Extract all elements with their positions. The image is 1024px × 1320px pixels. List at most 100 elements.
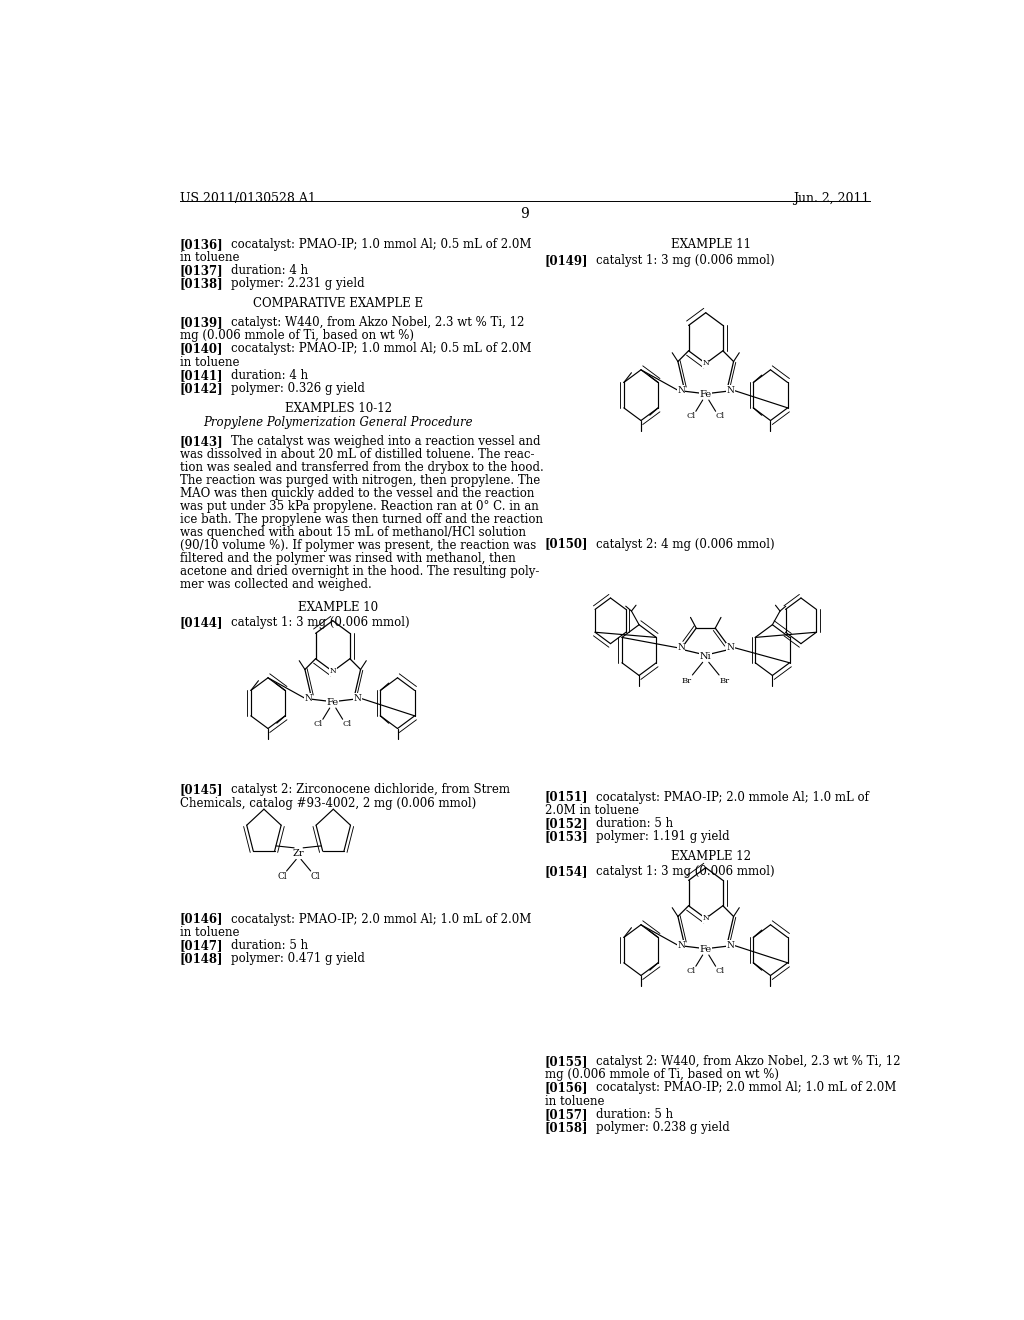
Text: N: N [727,643,734,652]
Text: mg (0.006 mmole of Ti, based on wt %): mg (0.006 mmole of Ti, based on wt %) [545,1068,778,1081]
Text: Fe: Fe [699,389,712,399]
Text: [0146]: [0146] [179,912,223,925]
Text: tion was sealed and transferred from the drybox to the hood.: tion was sealed and transferred from the… [179,461,544,474]
Text: [0157]: [0157] [545,1107,588,1121]
Text: Cl: Cl [687,968,696,975]
Text: [0147]: [0147] [179,939,223,952]
Text: N: N [353,694,361,702]
Text: filtered and the polymer was rinsed with methanol, then: filtered and the polymer was rinsed with… [179,552,515,565]
Text: [0154]: [0154] [545,865,588,878]
Text: duration: 5 h: duration: 5 h [596,1107,674,1121]
Text: cocatalyst: PMAO-IP; 1.0 mmol Al; 0.5 mL of 2.0M: cocatalyst: PMAO-IP; 1.0 mmol Al; 0.5 mL… [231,342,531,355]
Text: [0148]: [0148] [179,952,223,965]
Text: catalyst 2: 4 mg (0.006 mmol): catalyst 2: 4 mg (0.006 mmol) [596,537,775,550]
Text: [0136]: [0136] [179,238,223,251]
Text: acetone and dried overnight in the hood. The resulting poly-: acetone and dried overnight in the hood.… [179,565,539,578]
Text: 2.0M in toluene: 2.0M in toluene [545,804,639,817]
Text: (90/10 volume %). If polymer was present, the reaction was: (90/10 volume %). If polymer was present… [179,539,536,552]
Text: N: N [330,668,336,676]
Text: N: N [702,915,709,923]
Text: Cl: Cl [716,968,725,975]
Text: [0140]: [0140] [179,342,223,355]
Text: Cl: Cl [687,412,696,420]
Text: Fe: Fe [327,698,339,706]
Text: EXAMPLE 11: EXAMPLE 11 [672,238,752,251]
Text: cocatalyst: PMAO-IP; 2.0 mmol Al; 1.0 mL of 2.0M: cocatalyst: PMAO-IP; 2.0 mmol Al; 1.0 mL… [596,1081,897,1094]
Text: 9: 9 [520,207,529,222]
Text: The catalyst was weighed into a reaction vessel and: The catalyst was weighed into a reaction… [231,434,541,447]
Text: was quenched with about 15 mL of methanol/HCl solution: was quenched with about 15 mL of methano… [179,525,525,539]
Text: [0144]: [0144] [179,615,223,628]
Text: Br: Br [682,677,692,685]
Text: Cl: Cl [310,873,321,882]
Text: COMPARATIVE EXAMPLE E: COMPARATIVE EXAMPLE E [253,297,423,310]
Text: cocatalyst: PMAO-IP; 1.0 mmol Al; 0.5 mL of 2.0M: cocatalyst: PMAO-IP; 1.0 mmol Al; 0.5 mL… [231,238,531,251]
Text: polymer: 2.231 g yield: polymer: 2.231 g yield [231,277,365,290]
Text: Cl: Cl [278,873,287,882]
Text: [0149]: [0149] [545,253,588,267]
Text: [0158]: [0158] [545,1121,588,1134]
Text: polymer: 0.326 g yield: polymer: 0.326 g yield [231,381,365,395]
Text: was dissolved in about 20 mL of distilled toluene. The reac-: was dissolved in about 20 mL of distille… [179,447,535,461]
Text: N: N [702,359,709,367]
Text: N: N [677,643,685,652]
Text: polymer: 0.471 g yield: polymer: 0.471 g yield [231,952,365,965]
Text: catalyst 1: 3 mg (0.006 mmol): catalyst 1: 3 mg (0.006 mmol) [596,865,775,878]
Text: [0141]: [0141] [179,368,223,381]
Text: [0152]: [0152] [545,817,588,830]
Text: cocatalyst: PMAO-IP; 2.0 mmole Al; 1.0 mL of: cocatalyst: PMAO-IP; 2.0 mmole Al; 1.0 m… [596,791,869,804]
Text: in toluene: in toluene [545,1094,604,1107]
Text: N: N [304,694,312,702]
Text: [0138]: [0138] [179,277,223,290]
Text: duration: 5 h: duration: 5 h [596,817,674,830]
Text: [0139]: [0139] [179,315,223,329]
Text: Zr: Zr [293,849,304,858]
Text: US 2011/0130528 A1: US 2011/0130528 A1 [179,191,315,205]
Text: catalyst 2: Zirconocene dichloride, from Strem: catalyst 2: Zirconocene dichloride, from… [231,784,510,796]
Text: in toluene: in toluene [179,251,239,264]
Text: Cl: Cl [716,412,725,420]
Text: duration: 5 h: duration: 5 h [231,939,308,952]
Text: mg (0.006 mmole of Ti, based on wt %): mg (0.006 mmole of Ti, based on wt %) [179,329,414,342]
Text: [0156]: [0156] [545,1081,588,1094]
Text: N: N [727,385,734,395]
Text: Br: Br [720,677,730,685]
Text: cocatalyst: PMAO-IP; 2.0 mmol Al; 1.0 mL of 2.0M: cocatalyst: PMAO-IP; 2.0 mmol Al; 1.0 mL… [231,912,531,925]
Text: [0150]: [0150] [545,537,588,550]
Text: duration: 4 h: duration: 4 h [231,264,308,277]
Text: Ni: Ni [700,652,712,661]
Text: EXAMPLES 10-12: EXAMPLES 10-12 [285,403,392,416]
Text: [0142]: [0142] [179,381,223,395]
Text: in toluene: in toluene [179,925,239,939]
Text: [0155]: [0155] [545,1055,588,1068]
Text: polymer: 0.238 g yield: polymer: 0.238 g yield [596,1121,730,1134]
Text: catalyst 1: 3 mg (0.006 mmol): catalyst 1: 3 mg (0.006 mmol) [231,615,410,628]
Text: Propylene Polymerization General Procedure: Propylene Polymerization General Procedu… [204,416,473,429]
Text: Cl: Cl [313,721,323,729]
Text: Chemicals, catalog #93-4002, 2 mg (0.006 mmol): Chemicals, catalog #93-4002, 2 mg (0.006… [179,797,476,809]
Text: catalyst 2: W440, from Akzo Nobel, 2.3 wt % Ti, 12: catalyst 2: W440, from Akzo Nobel, 2.3 w… [596,1055,901,1068]
Text: N: N [677,941,685,950]
Text: Cl: Cl [343,721,352,729]
Text: in toluene: in toluene [179,355,239,368]
Text: catalyst 1: 3 mg (0.006 mmol): catalyst 1: 3 mg (0.006 mmol) [596,253,775,267]
Text: EXAMPLE 12: EXAMPLE 12 [672,850,752,862]
Text: EXAMPLE 10: EXAMPLE 10 [298,601,378,614]
Text: [0153]: [0153] [545,830,588,843]
Text: Jun. 2, 2011: Jun. 2, 2011 [794,191,870,205]
Text: ice bath. The propylene was then turned off and the reaction: ice bath. The propylene was then turned … [179,513,543,525]
Text: was put under 35 kPa propylene. Reaction ran at 0° C. in an: was put under 35 kPa propylene. Reaction… [179,500,539,513]
Text: N: N [677,385,685,395]
Text: mer was collected and weighed.: mer was collected and weighed. [179,578,372,591]
Text: polymer: 1.191 g yield: polymer: 1.191 g yield [596,830,730,843]
Text: duration: 4 h: duration: 4 h [231,368,308,381]
Text: [0145]: [0145] [179,784,223,796]
Text: MAO was then quickly added to the vessel and the reaction: MAO was then quickly added to the vessel… [179,487,534,500]
Text: Fe: Fe [699,945,712,953]
Text: The reaction was purged with nitrogen, then propylene. The: The reaction was purged with nitrogen, t… [179,474,540,487]
Text: [0143]: [0143] [179,434,223,447]
Text: catalyst: W440, from Akzo Nobel, 2.3 wt % Ti, 12: catalyst: W440, from Akzo Nobel, 2.3 wt … [231,315,524,329]
Text: [0151]: [0151] [545,791,588,804]
Text: N: N [727,941,734,950]
Text: [0137]: [0137] [179,264,223,277]
